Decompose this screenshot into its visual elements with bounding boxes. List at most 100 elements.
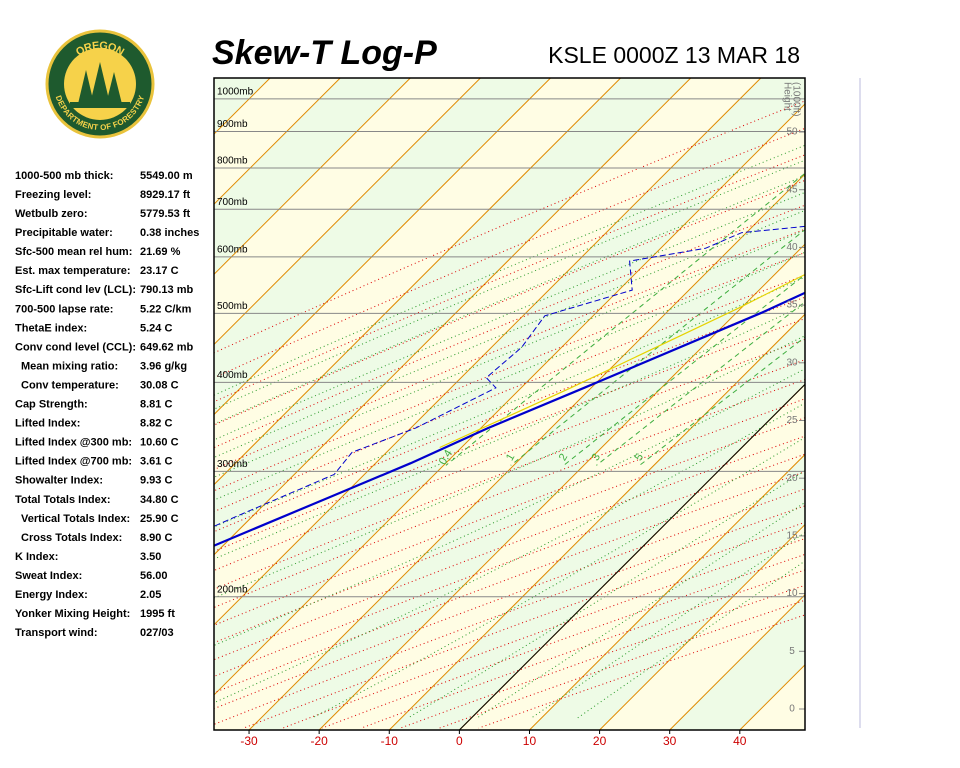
mixing-ratio-line bbox=[639, 336, 805, 466]
stat-value: 0.38 inches bbox=[140, 227, 199, 239]
y2-tick-label: 25 bbox=[786, 415, 798, 426]
band bbox=[810, 78, 960, 730]
dry-adiabat bbox=[214, 453, 805, 677]
x-tick-label: 40 bbox=[733, 734, 747, 748]
y2-tick-label: 0 bbox=[789, 704, 795, 715]
dry-adiabat bbox=[214, 154, 805, 403]
stat-label: Total Totals Index: bbox=[15, 494, 111, 506]
stat-label: K Index: bbox=[15, 551, 58, 563]
stat-label: Yonker Mixing Height: bbox=[15, 608, 130, 620]
y-tick-label: 1000mb bbox=[217, 87, 254, 98]
profile-line bbox=[214, 291, 805, 547]
isotherm bbox=[388, 313, 805, 730]
y2-tick-label: 20 bbox=[786, 473, 798, 484]
stat-value: 3.61 C bbox=[140, 456, 172, 468]
stat-value: 56.00 bbox=[140, 570, 168, 582]
mixing-ratio-line bbox=[445, 172, 805, 466]
dry-adiabat bbox=[214, 100, 805, 354]
isotherm bbox=[214, 78, 692, 556]
x-tick-label: -10 bbox=[381, 734, 399, 748]
stat-value: 1995 ft bbox=[140, 608, 175, 620]
stat-value: 3.50 bbox=[140, 551, 161, 563]
mixing-ratio-label: 5 bbox=[633, 452, 646, 463]
isotherm bbox=[214, 78, 411, 276]
y2-axis-label: (1000ft) bbox=[790, 82, 801, 116]
stat-label: Lifted Index: bbox=[15, 418, 80, 430]
y2-tick-label: 10 bbox=[786, 588, 798, 599]
stat-value: 25.90 C bbox=[140, 513, 179, 525]
dry-adiabat bbox=[214, 378, 805, 608]
stat-value: 5779.53 ft bbox=[140, 208, 190, 220]
stat-value: 649.62 mb bbox=[140, 341, 193, 353]
isotherm bbox=[529, 453, 805, 730]
dry-adiabat bbox=[214, 398, 805, 626]
profile-line bbox=[214, 225, 805, 527]
isotherm bbox=[214, 78, 481, 346]
stat-label: Lifted Index @700 mb: bbox=[15, 456, 132, 468]
y2-tick-label: 45 bbox=[786, 184, 798, 195]
stat-value: 8929.17 ft bbox=[140, 189, 190, 201]
stat-value: 5.22 C/km bbox=[140, 303, 192, 315]
stat-value: 790.13 mb bbox=[140, 284, 193, 296]
y-tick-label: 600mb bbox=[217, 245, 248, 256]
isotherm bbox=[214, 103, 805, 696]
y-tick-label: 500mb bbox=[217, 301, 248, 312]
isotherm bbox=[214, 78, 341, 205]
mixing-ratio-label: 1 bbox=[504, 452, 517, 463]
isotherm bbox=[248, 173, 805, 730]
y2-tick-label: 35 bbox=[786, 300, 798, 311]
dry-adiabat bbox=[214, 318, 805, 552]
stat-label: Cross Totals Index: bbox=[21, 532, 122, 544]
axes: 0.4 1 2 3 5200mb300mb400mb500mb600mb700mb800… bbox=[217, 82, 805, 748]
stat-label: 1000-500 mb thick: bbox=[15, 170, 113, 182]
stat-value: 3.96 g/kg bbox=[140, 360, 187, 372]
mixing-ratio-label: 2 bbox=[557, 452, 570, 463]
moist-adiabat bbox=[214, 209, 805, 459]
x-tick-label: 20 bbox=[593, 734, 607, 748]
y-tick-label: 300mb bbox=[217, 459, 248, 470]
stat-value: 23.17 C bbox=[140, 265, 179, 277]
stat-label: Conv temperature: bbox=[21, 379, 119, 391]
stat-label: Sweat Index: bbox=[15, 570, 82, 582]
stat-label: Transport wind: bbox=[15, 627, 98, 639]
plot-area bbox=[214, 78, 960, 730]
stat-label: Freezing level: bbox=[15, 189, 91, 201]
stat-value: 8.82 C bbox=[140, 418, 172, 430]
logo-top: OREGON bbox=[74, 40, 126, 59]
plot-frame bbox=[213, 77, 806, 731]
moist-adiabat bbox=[311, 436, 805, 719]
mixing-ratio-line bbox=[596, 301, 805, 466]
stat-value: 8.90 C bbox=[140, 532, 172, 544]
y2-axis-label: Height bbox=[781, 82, 792, 111]
x-tick-label: 30 bbox=[663, 734, 677, 748]
dry-adiabat bbox=[214, 505, 805, 725]
dry-adiabat bbox=[361, 569, 805, 729]
stat-value: 30.08 C bbox=[140, 379, 179, 391]
y-tick-label: 700mb bbox=[217, 197, 248, 208]
profile-line bbox=[439, 273, 805, 449]
isotherm bbox=[810, 78, 960, 730]
stat-label: Vertical Totals Index: bbox=[21, 513, 130, 525]
y2-tick-label: 30 bbox=[786, 357, 798, 368]
y2-tick-label: 50 bbox=[786, 127, 798, 138]
x-tick-label: 10 bbox=[523, 734, 537, 748]
stat-label: Wetbulb zero: bbox=[15, 208, 88, 220]
y-tick-label: 200mb bbox=[217, 584, 248, 595]
stat-label: Showalter Index: bbox=[15, 475, 103, 487]
isotherm bbox=[214, 78, 762, 626]
chart-title: Skew-T Log-P bbox=[212, 34, 437, 72]
stat-value: 9.93 C bbox=[140, 475, 172, 487]
y-tick-label: 400mb bbox=[217, 370, 248, 381]
mixing-ratio-line bbox=[563, 274, 805, 466]
band bbox=[214, 78, 805, 695]
isotherm bbox=[880, 78, 960, 730]
isotherm bbox=[669, 593, 805, 730]
stat-label: Sfc-Lift cond lev (LCL): bbox=[15, 284, 136, 296]
stat-value: 34.80 C bbox=[140, 494, 179, 506]
x-tick-label: -30 bbox=[240, 734, 258, 748]
stat-value: 10.60 C bbox=[140, 437, 179, 449]
x-tick-label: 0 bbox=[456, 734, 463, 748]
isotherm bbox=[599, 523, 805, 730]
isotherm bbox=[214, 78, 551, 416]
